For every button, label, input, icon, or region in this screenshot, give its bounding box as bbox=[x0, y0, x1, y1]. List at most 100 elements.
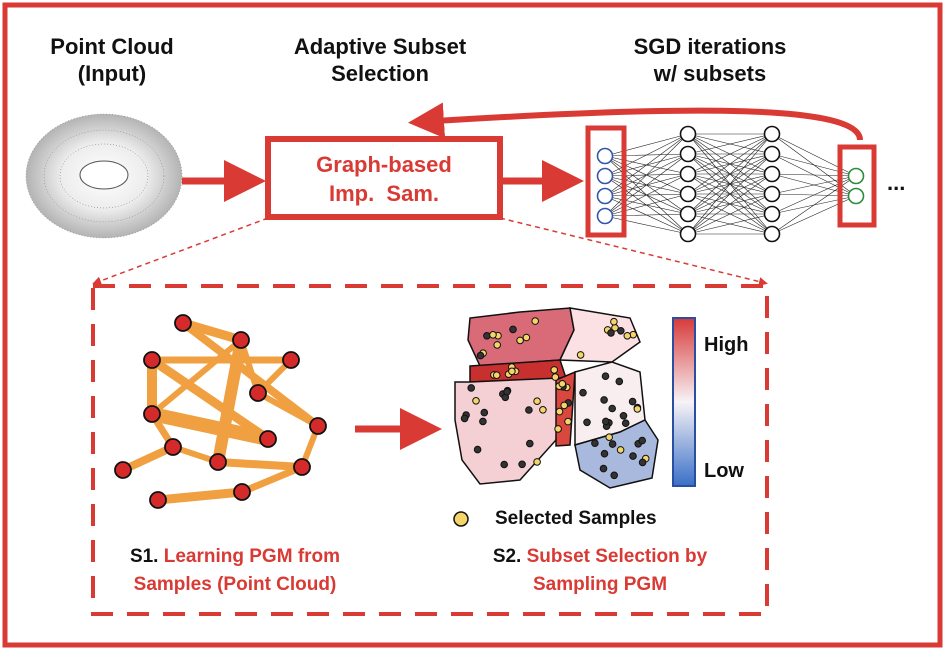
colorbar-high-label: High bbox=[704, 334, 749, 356]
nn-node-2-0 bbox=[763, 125, 781, 143]
nn-node-3-0 bbox=[847, 167, 865, 185]
dashed-guide-right bbox=[499, 217, 768, 286]
s1-prefix: S1. bbox=[129, 546, 159, 567]
map-sample-dot bbox=[623, 332, 632, 340]
partition-map-icon bbox=[454, 307, 659, 489]
map-sample-dot bbox=[526, 439, 534, 448]
pgm-node-13 bbox=[149, 491, 167, 509]
neural-network-icon bbox=[585, 125, 877, 243]
pgm-graph-icon bbox=[114, 314, 327, 509]
pgm-node-5 bbox=[143, 405, 161, 423]
header-sgd-iterations: SGD iterations w/ subsets bbox=[600, 33, 820, 87]
map-sample-dot bbox=[522, 333, 531, 342]
map-sample-dot bbox=[608, 404, 617, 413]
graph-based-box bbox=[265, 136, 503, 220]
map-sample-dot bbox=[616, 446, 625, 454]
map-sample-dot bbox=[480, 408, 489, 417]
input-layer-box bbox=[585, 125, 627, 238]
pgm-node-11 bbox=[293, 458, 311, 476]
map-sample-dot bbox=[550, 366, 559, 374]
map-sample-dot bbox=[608, 440, 617, 448]
map-sample-dot bbox=[551, 373, 560, 381]
header-point-cloud-line1: Point Cloud bbox=[50, 34, 174, 59]
map-sample-dot bbox=[479, 417, 487, 426]
map-sample-dot bbox=[602, 417, 610, 426]
map-sample-dot bbox=[508, 367, 516, 376]
s2-prefix: S2. bbox=[492, 546, 522, 567]
point-cloud-torus-icon bbox=[25, 113, 183, 239]
ellipsis-label: ... bbox=[887, 170, 906, 195]
pgm-node-12 bbox=[233, 483, 251, 501]
nn-node-0-2 bbox=[596, 187, 614, 205]
map-sample-dot bbox=[610, 317, 618, 326]
map-sample-dot bbox=[503, 388, 511, 396]
map-sample-dot bbox=[509, 325, 517, 334]
nn-node-2-2 bbox=[763, 165, 781, 183]
header-point-cloud: Point Cloud (Input) bbox=[12, 33, 212, 87]
map-sample-dot bbox=[467, 384, 476, 392]
pgm-node-1 bbox=[232, 331, 250, 349]
map-sample-dot bbox=[600, 396, 608, 404]
s2-line1: Subset Selection by bbox=[526, 546, 708, 567]
s2-caption: S2. Subset Selection by Sampling PGM bbox=[470, 543, 730, 599]
nn-node-0-0 bbox=[596, 147, 614, 165]
map-sample-dot bbox=[579, 388, 587, 397]
nn-node-2-1 bbox=[763, 145, 781, 163]
map-sample-dot bbox=[599, 464, 608, 473]
map-sample-dot bbox=[472, 397, 480, 405]
pgm-node-7 bbox=[259, 430, 277, 448]
pgm-node-3 bbox=[282, 351, 300, 369]
header-point-cloud-line2: (Input) bbox=[77, 61, 147, 86]
pgm-node-10 bbox=[114, 461, 132, 479]
graph-based-line1: Graph-based bbox=[316, 152, 452, 177]
map-sample-dot bbox=[554, 425, 562, 433]
pgm-node-8 bbox=[164, 438, 182, 456]
nn-node-0-1 bbox=[596, 167, 614, 185]
pgm-node-9 bbox=[209, 453, 227, 471]
header-sgd-line1: SGD iterations bbox=[633, 34, 787, 59]
header-sgd-line2: w/ subsets bbox=[653, 61, 767, 86]
map-sample-dot bbox=[560, 401, 569, 410]
pgm-node-6 bbox=[309, 417, 327, 435]
s1-line2: Samples (Point Cloud) bbox=[133, 574, 337, 595]
map-sample-dot bbox=[531, 317, 540, 325]
map-sample-dot bbox=[500, 460, 509, 469]
map-sample-dot bbox=[518, 460, 526, 469]
map-sample-dot bbox=[638, 436, 647, 445]
s1-line1: Learning PGM from bbox=[163, 546, 341, 567]
map-sample-dot bbox=[533, 458, 541, 466]
map-sample-dot bbox=[558, 380, 567, 388]
map-sample-dot bbox=[460, 414, 469, 423]
s1-caption: S1. Learning PGM from Samples (Point Clo… bbox=[100, 543, 370, 599]
map-sample-dot bbox=[591, 439, 599, 448]
map-sample-dot bbox=[619, 412, 628, 420]
header-adaptive-line2: Selection bbox=[331, 61, 429, 86]
map-sample-dot bbox=[555, 407, 564, 416]
nn-node-1-0 bbox=[679, 125, 697, 143]
map-sample-dot bbox=[473, 445, 482, 454]
nn-node-1-2 bbox=[679, 165, 697, 183]
map-sample-dot bbox=[483, 332, 491, 340]
map-sample-dot bbox=[607, 329, 615, 337]
nn-node-1-1 bbox=[679, 145, 697, 163]
map-sample-dot bbox=[621, 419, 630, 428]
map-sample-dot bbox=[605, 433, 614, 442]
map-sample-dot bbox=[492, 371, 501, 380]
dashed-guide-left bbox=[92, 217, 269, 286]
map-sample-dot bbox=[583, 418, 591, 427]
s2-line2: Sampling PGM bbox=[532, 574, 668, 595]
map-sample-dot bbox=[533, 397, 541, 406]
selected-sample-legend-dot bbox=[453, 511, 469, 527]
nn-node-2-5 bbox=[763, 225, 781, 243]
map-sample-dot bbox=[600, 449, 609, 458]
colorbar-low-label: Low bbox=[704, 460, 744, 482]
map-sample-dot bbox=[615, 377, 624, 386]
map-sample-dot bbox=[576, 351, 585, 359]
output-layer-box bbox=[837, 144, 877, 228]
nn-node-1-4 bbox=[679, 205, 697, 223]
feedback-arrow bbox=[408, 102, 863, 141]
nn-node-2-3 bbox=[763, 185, 781, 203]
map-sample-dot bbox=[601, 372, 610, 381]
